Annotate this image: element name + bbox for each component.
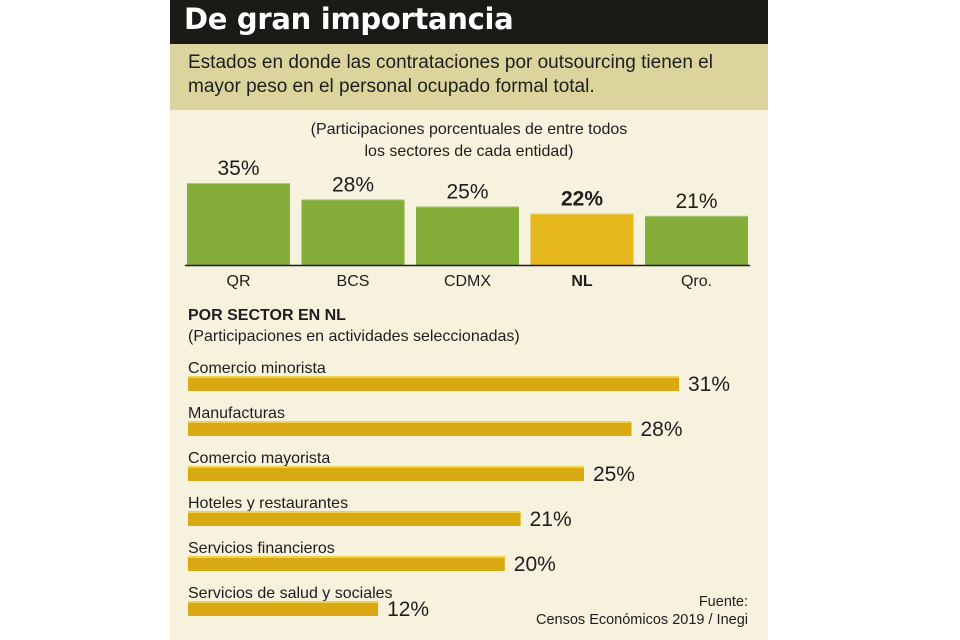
sector-bar-3	[188, 511, 521, 526]
states-note-line1: (Participaciones porcentuales de entre t…	[310, 121, 628, 138]
page-title: De gran importancia	[184, 2, 514, 36]
sector-bar-shine-5	[188, 601, 379, 603]
sector-value-label: 21%	[530, 508, 572, 531]
state-bar-1	[301, 199, 405, 265]
subtitle-box: Estados en donde las contrataciones por …	[170, 44, 768, 110]
sector-bar-5	[188, 601, 379, 616]
sector-bar-shine-1	[188, 421, 632, 423]
source-note: Fuente: Censos Económicos 2019 / Inegi	[536, 593, 748, 629]
sector-category-label: Hoteles y restaurantes	[188, 495, 348, 512]
sector-subheading: (Participaciones en actividades seleccio…	[188, 328, 520, 345]
sector-bar-shine-2	[188, 466, 584, 468]
state-value-label: 28%	[332, 173, 374, 196]
sector-category-label: Servicios financieros	[188, 540, 335, 557]
subtitle: Estados en donde las contrataciones por …	[188, 52, 713, 97]
state-value-label: 21%	[675, 190, 717, 213]
sector-value-label: 20%	[514, 553, 556, 576]
sector-category-label: Manufacturas	[188, 405, 285, 422]
sector-bar-2	[188, 466, 584, 481]
sector-value-label: 28%	[640, 418, 682, 441]
sector-category-label: Servicios de salud y sociales	[188, 585, 393, 602]
state-value-label: 22%	[561, 187, 603, 210]
state-value-label: 35%	[217, 157, 259, 180]
sector-heading: POR SECTOR EN NL	[188, 307, 346, 324]
infographic-card: De gran importancia Estados en donde las…	[170, 0, 768, 640]
source-line1: Fuente:	[698, 594, 748, 610]
sector-value-label: 25%	[593, 463, 635, 486]
title-bar: De gran importancia	[170, 0, 768, 44]
state-category-label: BCS	[337, 273, 370, 290]
state-category-label: QR	[227, 273, 251, 290]
sector-value-label: 31%	[688, 373, 730, 396]
sector-category-label: Comercio minorista	[188, 360, 326, 377]
source-line2: Censos Económicos 2019 / Inegi	[536, 612, 748, 628]
charts-svg: 35% QR 28% BCS 25% CDMX 22% NL 21% Qro. Comercio m…	[185, 157, 750, 621]
sector-bar-1	[188, 421, 632, 436]
state-value-label: 25%	[446, 180, 488, 203]
state-category-label: NL	[571, 273, 593, 290]
sector-bar-shine-4	[188, 556, 505, 558]
sector-bar-4	[188, 556, 505, 571]
state-category-label: CDMX	[444, 273, 491, 290]
states-note-line2: los sectores de cada entidad)	[364, 143, 574, 160]
state-bar-3	[530, 213, 634, 265]
sector-bar-0	[188, 376, 679, 391]
state-bar-4	[645, 215, 748, 265]
state-bar-0	[187, 183, 290, 265]
state-category-label: Qro.	[681, 273, 712, 290]
sector-bar-shine-3	[188, 511, 521, 513]
state-bar-2	[416, 206, 519, 265]
sector-value-label: 12%	[387, 598, 429, 621]
sector-bar-shine-0	[188, 376, 679, 378]
sector-category-label: Comercio mayorista	[188, 450, 330, 467]
